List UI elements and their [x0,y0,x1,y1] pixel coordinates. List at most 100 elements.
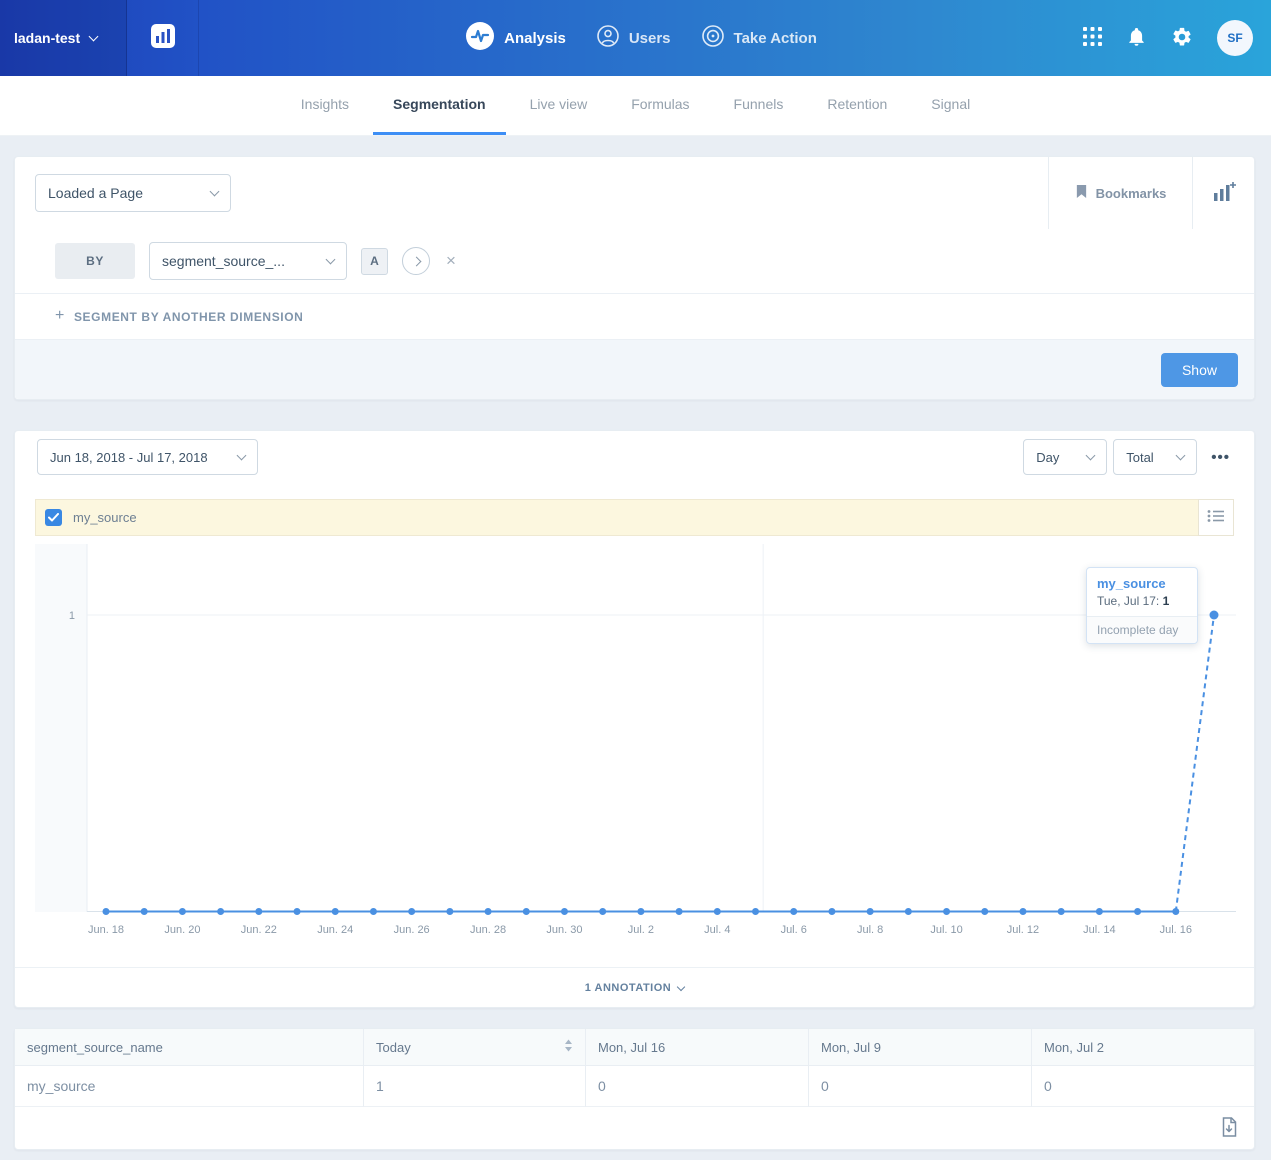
interval-value: Day [1036,449,1060,465]
table-footer [15,1107,1254,1149]
bar-chart-icon [150,23,176,54]
show-button[interactable]: Show [1160,352,1238,387]
settings-button[interactable] [1171,26,1193,51]
svg-text:Jul. 8: Jul. 8 [857,924,883,936]
group-a-button[interactable]: A [361,247,388,275]
query-builder-card: Loaded a Page Bookmarks BY segment_sourc… [14,156,1255,400]
tab-insights[interactable]: Insights [300,96,350,112]
annotations-label: 1 ANNOTATION [584,981,672,994]
nav-label: Analysis [504,29,566,47]
annotations-toggle[interactable]: 1 ANNOTATION [15,967,1254,1007]
chart-tooltip: my_source Tue, Jul 17: 1 Incomplete day [1086,567,1198,644]
tab-funnels[interactable]: Funnels [733,96,784,112]
by-chip: BY [55,243,135,279]
cell-jul16: 0 [586,1066,809,1107]
nav-item-take-action[interactable]: Take Action [701,24,817,52]
chevron-down-icon [1175,450,1186,461]
event-select[interactable]: Loaded a Page [35,174,231,212]
chart-add-icon [1212,181,1236,206]
cell-jul9: 0 [809,1066,1032,1107]
more-options-button[interactable]: ••• [1203,445,1238,470]
tab-retention[interactable]: Retention [827,96,888,112]
cell-today: 1 [364,1066,586,1107]
column-header-today[interactable]: Today [364,1029,586,1066]
tab-signal[interactable]: Signal [931,96,971,112]
bookmarks-label: Bookmarks [1095,185,1167,201]
grid-icon [1083,27,1103,49]
export-file-icon [1220,1116,1238,1140]
line-chart[interactable]: 1 Jun. 18 Jun. 20 Jun. 22 Jun. 24 Jun. 26 Jun.… [35,544,1236,949]
segment-property-select[interactable]: segment_source_... [149,242,347,280]
apps-grid-button[interactable] [1083,27,1103,49]
column-header-jul9[interactable]: Mon, Jul 9 [809,1029,1032,1066]
date-range-value: Jun 18, 2018 - Jul 17, 2018 [50,449,208,465]
chevron-down-icon [676,982,686,991]
column-header-jul16[interactable]: Mon, Jul 16 [586,1029,809,1066]
chart-legend: my_source [35,499,1234,536]
bookmark-icon [1075,184,1088,202]
tab-segmentation[interactable]: Segmentation [373,76,506,135]
user-avatar[interactable]: SF [1217,20,1254,56]
sort-icon [564,1039,573,1055]
header-actions: SF [1083,0,1254,76]
column-header-jul2[interactable]: Mon, Jul 2 [1032,1029,1254,1066]
project-selector[interactable]: ladan-test [0,0,127,76]
bookmarks-button[interactable]: Bookmarks [1048,157,1192,229]
gear-icon [1171,26,1193,51]
legend-item[interactable]: my_source [35,499,1198,536]
svg-text:Jul. 14: Jul. 14 [1083,924,1115,936]
tooltip-value-line: Tue, Jul 17: 1 [1087,594,1197,616]
svg-text:Jun. 22: Jun. 22 [241,924,277,936]
svg-text:Jun. 26: Jun. 26 [394,924,430,936]
chart-card: Jun 18, 2018 - Jul 17, 2018 Day Total ••… [14,430,1255,1008]
metric-select[interactable]: Total [1113,439,1198,475]
series-checkbox[interactable] [45,509,62,526]
project-name: ladan-test [14,30,81,46]
svg-text:Jul. 2: Jul. 2 [628,924,654,936]
plus-icon: + [55,306,65,324]
svg-text:1: 1 [69,610,75,622]
svg-text:Jul. 10: Jul. 10 [930,924,962,936]
pulse-icon [465,21,495,55]
expand-segment-button[interactable] [402,247,430,275]
chart-svg: 1 Jun. 18 Jun. 20 Jun. 22 Jun. 24 Jun. 26 Jun.… [35,544,1236,936]
nav-item-analysis[interactable]: Analysis [465,21,566,55]
tooltip-date: Tue, Jul 17: [1097,594,1160,608]
column-header-segment[interactable]: segment_source_name [15,1029,364,1066]
chevron-down-icon [1085,450,1096,461]
tooltip-value: 1 [1162,594,1170,608]
chevron-down-icon [236,450,247,461]
svg-text:Jun. 30: Jun. 30 [546,924,582,936]
chevron-down-icon [325,254,336,265]
date-range-select[interactable]: Jun 18, 2018 - Jul 17, 2018 [37,439,258,475]
interval-select[interactable]: Day [1023,439,1108,475]
new-chart-button[interactable] [1192,157,1254,229]
metric-value: Total [1126,449,1154,465]
primary-nav: Analysis Users Take Action [465,0,817,76]
cell-jul2: 0 [1032,1066,1254,1107]
remove-segment-button[interactable]: × [446,251,456,270]
results-table-card: segment_source_name Today Mon, Jul 16 Mo… [14,1028,1255,1150]
nav-label: Take Action [733,29,817,47]
series-label: my_source [73,510,137,525]
user-icon [596,24,620,52]
svg-text:Jul. 4: Jul. 4 [704,924,730,936]
add-dimension-row[interactable]: + SEGMENT BY ANOTHER DIMENSION [15,293,1254,339]
segment-select-value: segment_source_... [162,253,285,269]
legend-settings-button[interactable] [1198,499,1234,536]
event-select-value: Loaded a Page [48,185,143,201]
notifications-button[interactable] [1126,26,1147,51]
export-button[interactable] [1218,1115,1240,1142]
list-lines-icon [1207,509,1225,526]
svg-text:Jun. 24: Jun. 24 [317,924,353,936]
nav-label: Users [628,29,671,47]
svg-text:Jul. 6: Jul. 6 [781,924,807,936]
tab-live-view[interactable]: Live view [529,96,588,112]
tab-formulas[interactable]: Formulas [631,96,690,112]
chart-app-button[interactable] [127,0,199,76]
results-table-header: segment_source_name Today Mon, Jul 16 Mo… [15,1029,1254,1066]
nav-item-users[interactable]: Users [596,24,671,52]
svg-text:Jun. 20: Jun. 20 [164,924,200,936]
svg-text:Jun. 28: Jun. 28 [470,924,506,936]
chevron-down-icon [88,31,99,42]
